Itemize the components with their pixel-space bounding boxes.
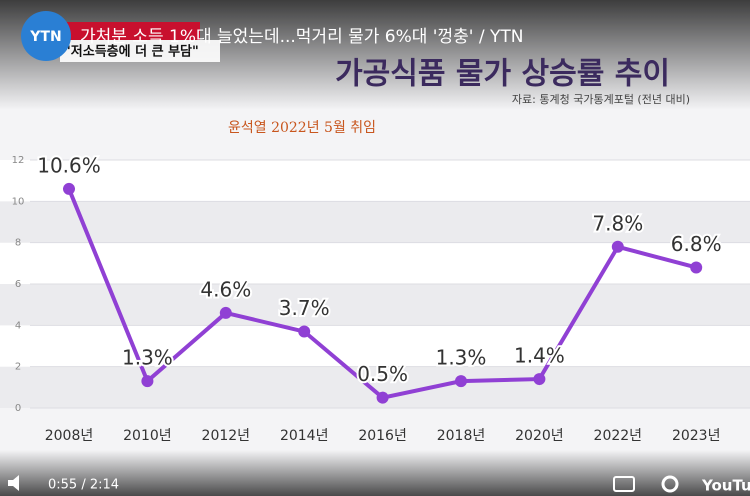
value-label: 10.6% (37, 153, 101, 177)
x-tick-label: 2016년 (358, 428, 407, 444)
subtitles-button[interactable] (613, 476, 635, 492)
point (690, 261, 703, 274)
caption-box (60, 40, 220, 62)
video-title[interactable]: 가처분 소득 1%대 늘었는데...먹거리 물가 6%대 '껑충' / YTN (80, 27, 523, 47)
value-label: 4.6% (200, 277, 251, 301)
x-tick-label: 2014년 (280, 428, 329, 444)
band (0, 284, 750, 326)
bands (0, 160, 750, 408)
chart-title: 가공식품 물가 상승률 추이 (335, 57, 670, 92)
band (0, 366, 750, 408)
value-label: 3.7% (279, 296, 330, 320)
value-label: 7.8% (592, 211, 643, 235)
point (141, 375, 154, 388)
y-tick-label: 6 (15, 279, 21, 290)
point (533, 373, 546, 386)
value-label: 1.3% (436, 346, 487, 370)
x-tick-label: 2023년 (672, 428, 721, 444)
x-tick-label: 2020년 (515, 428, 564, 444)
point (455, 375, 467, 388)
time: 0:55 / 2:14 (48, 478, 119, 493)
plot: 0 2 4 6 8 10 12 10.6% 2008년 1.3% 2010년 4.6% 2012년 3.7… (12, 151, 750, 444)
x-tick-label: 2022년 (594, 428, 643, 444)
settings-button[interactable] (661, 475, 679, 493)
annotation: 윤석열 2022년 5월 취임 (228, 120, 376, 136)
brand[interactable]: YouTube (701, 477, 750, 495)
volume-button[interactable] (8, 475, 19, 491)
y-tick-label: 12 (12, 155, 25, 166)
point (376, 391, 389, 404)
x-tick-label: 2010년 (123, 428, 172, 444)
x-tick-label: 2008년 (45, 428, 94, 444)
y-tick-label: 0 (15, 403, 21, 414)
value-label: 6.8% (671, 232, 722, 256)
y-tick-label: 2 (15, 362, 21, 373)
band (0, 160, 750, 202)
value-label: 1.4% (514, 344, 565, 368)
channel-name: YTN (29, 29, 61, 45)
band (0, 201, 750, 243)
y-tick-label: 8 (15, 238, 21, 249)
point (219, 306, 232, 319)
y-tick-label: 10 (12, 196, 25, 207)
news-tag (60, 22, 200, 40)
bottom-overlay (0, 450, 750, 496)
value-label: 0.5% (357, 362, 408, 386)
y-tick-label: 4 (15, 320, 21, 331)
value-label: 1.3% (122, 346, 173, 370)
caption: "저소득층에 더 큰 부담" (64, 44, 199, 60)
channel-logo[interactable] (21, 11, 71, 61)
point (298, 325, 311, 338)
chart-subtitle: 자료: 통계청 국가통계포털 (전년 대비) (512, 93, 690, 106)
point (63, 182, 75, 195)
x-tick-label: 2018년 (437, 428, 486, 444)
point (611, 240, 624, 253)
x-tick-label: 2012년 (202, 428, 251, 444)
band (0, 325, 750, 367)
band (0, 242, 750, 284)
